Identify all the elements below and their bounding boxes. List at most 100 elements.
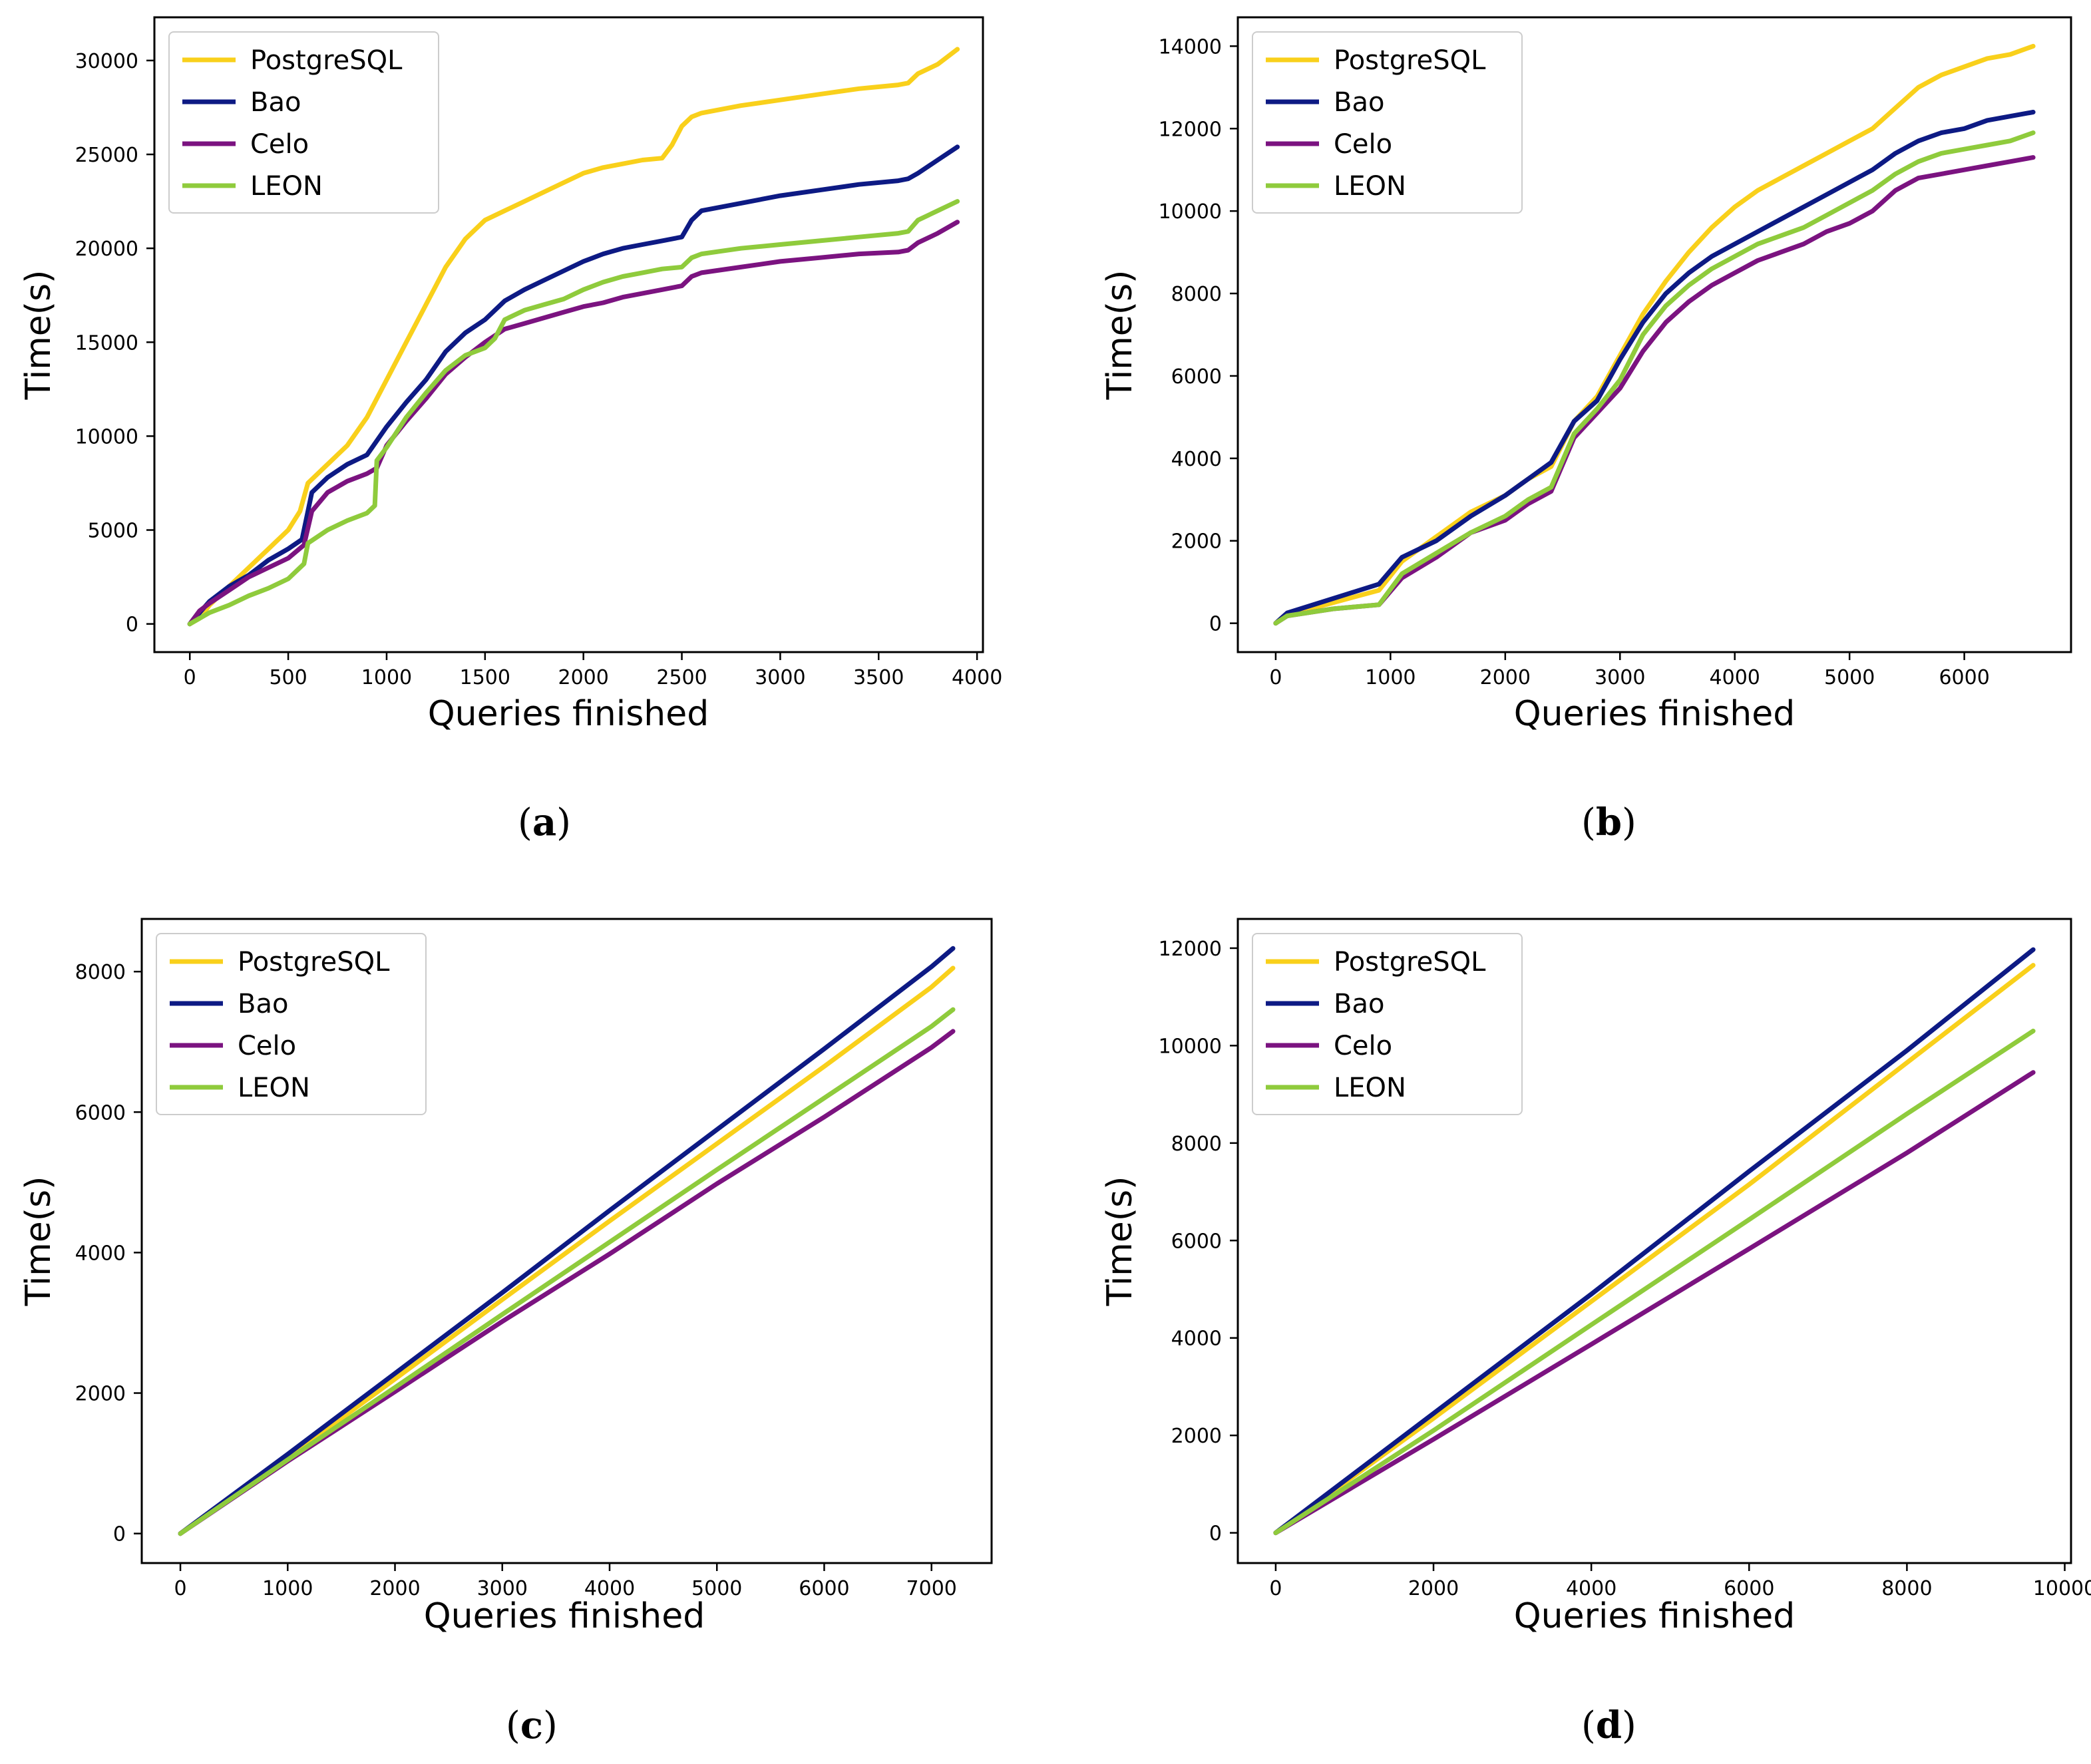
x-tick-label: 3000: [1595, 666, 1645, 689]
y-axis-b: 0 2000 4000 6000 8000 10000 12000 14000: [1159, 35, 1238, 636]
x-tick-label: 1000: [262, 1577, 313, 1600]
series-line-postgresql: [1273, 963, 2036, 1536]
chart-panel-b: 0 1000 2000 3000 4000 5000 6000 0 2000 4000 6000 8…: [1100, 16, 2072, 844]
y-tick-label: 12000: [1159, 118, 1222, 141]
x-axis-a: 0 500 1000 1500 2000 2500 3000 3500 4000: [184, 652, 1002, 689]
caption-letter-d: d: [1596, 1703, 1622, 1747]
x-tick-label: 7000: [906, 1577, 957, 1600]
x-tick-label: 6000: [1724, 1577, 1774, 1600]
legend-label-bao: Bao: [1334, 989, 1384, 1019]
x-tick-label: 1000: [1365, 666, 1416, 689]
x-tick-label: 4000: [1710, 666, 1760, 689]
x-axis-b: 0 1000 2000 3000 4000 5000 6000: [1269, 652, 1990, 689]
y-tick-label: 4000: [75, 1242, 126, 1265]
legend-label-postgresql: PostgreSQL: [1334, 45, 1486, 76]
chart-panel-a: 0 500 1000 1500 2000 2500 3000 3500 4000 0 5000 10…: [19, 16, 1002, 844]
caption-b: (b): [1581, 800, 1636, 844]
series-line-celo: [1273, 1070, 2036, 1536]
y-tick-label: 10000: [75, 425, 138, 448]
y-tick-label: 10000: [1159, 1035, 1222, 1058]
caption-c: (c): [506, 1703, 558, 1747]
y-axis-a: 0 5000 10000 15000 20000 25000 30000: [75, 50, 154, 637]
x-tick-label: 5000: [1824, 666, 1875, 689]
legend-label-bao: Bao: [1334, 87, 1384, 118]
x-tick-label: 10000: [2033, 1577, 2091, 1600]
series-line-leon: [187, 199, 960, 627]
x-axis-title-a: Queries finished: [428, 694, 709, 734]
series-lines-a: [187, 47, 960, 627]
series-line-bao: [1273, 947, 2036, 1536]
x-tick-label: 4000: [584, 1577, 635, 1600]
x-tick-label: 5000: [691, 1577, 742, 1600]
series-lines-b: [1273, 43, 2036, 626]
x-axis-title-c: Queries finished: [424, 1596, 705, 1636]
x-tick-label: 2000: [1408, 1577, 1459, 1600]
legend-d: PostgreSQL Bao Celo LEON: [1252, 933, 1523, 1115]
legend-label-celo: Celo: [250, 129, 309, 160]
legend-label-postgresql: PostgreSQL: [1334, 947, 1486, 977]
x-tick-label: 500: [269, 666, 307, 689]
caption-letter-b: b: [1596, 800, 1622, 844]
series-line-leon: [178, 1007, 956, 1536]
x-tick-label: 2500: [656, 666, 707, 689]
legend-b: PostgreSQL Bao Celo LEON: [1252, 31, 1523, 214]
y-tick-label: 10000: [1159, 200, 1222, 224]
x-tick-label: 1000: [361, 666, 412, 689]
x-tick-label: 8000: [1881, 1577, 1932, 1600]
series-line-bao: [1273, 110, 2036, 626]
legend-label-leon: LEON: [238, 1073, 310, 1103]
legend-c: PostgreSQL Bao Celo LEON: [156, 933, 427, 1115]
y-tick-label: 0: [1209, 1522, 1222, 1546]
x-tick-label: 0: [1269, 666, 1282, 689]
x-tick-label: 2000: [369, 1577, 420, 1600]
legend-box: [1252, 933, 1523, 1115]
x-axis-title-d: Queries finished: [1514, 1596, 1796, 1636]
x-axis-c: 0 1000 2000 3000 4000 5000 6000 7000: [174, 1563, 957, 1600]
caption-letter-c: c: [520, 1703, 543, 1747]
legend-label-celo: Celo: [238, 1031, 296, 1061]
legend-label-leon: LEON: [250, 171, 323, 202]
x-tick-label: 0: [184, 666, 196, 689]
y-tick-label: 20000: [75, 238, 138, 261]
y-tick-label: 8000: [75, 961, 126, 984]
x-tick-label: 6000: [1939, 666, 1989, 689]
legend-label-leon: LEON: [1334, 171, 1406, 202]
y-tick-label: 30000: [75, 50, 138, 73]
y-axis-title-a: Time(s): [19, 270, 59, 401]
y-axis-title-b: Time(s): [1100, 270, 1140, 401]
y-tick-label: 12000: [1159, 938, 1222, 961]
series-line-leon: [1273, 1028, 2036, 1536]
x-tick-label: 6000: [799, 1577, 849, 1600]
chart-panel-c: 0 1000 2000 3000 4000 5000 6000 7000 0 2000 4000 6…: [19, 918, 993, 1747]
x-tick-label: 4000: [1566, 1577, 1616, 1600]
y-tick-label: 2000: [1171, 530, 1222, 554]
series-line-bao: [178, 946, 956, 1536]
series-line-leon: [1273, 130, 2036, 626]
y-tick-label: 8000: [1171, 283, 1222, 306]
series-line-bao: [187, 144, 960, 627]
y-axis-title-c: Time(s): [19, 1176, 59, 1307]
caption-a: (a): [518, 800, 571, 844]
y-tick-label: 6000: [1171, 1230, 1222, 1253]
legend-label-bao: Bao: [238, 989, 288, 1019]
legend-box: [156, 933, 427, 1115]
legend-a: PostgreSQL Bao Celo LEON: [168, 31, 439, 214]
y-tick-label: 25000: [75, 144, 138, 167]
legend-label-bao: Bao: [250, 87, 301, 118]
legend-label-leon: LEON: [1334, 1073, 1406, 1103]
y-axis-c: 0 2000 4000 6000 8000: [75, 961, 142, 1546]
y-tick-label: 8000: [1171, 1133, 1222, 1156]
legend-box: [168, 31, 439, 214]
x-tick-label: 0: [174, 1577, 186, 1600]
y-tick-label: 0: [126, 614, 138, 637]
legend-label-postgresql: PostgreSQL: [238, 947, 390, 977]
y-tick-label: 15000: [75, 331, 138, 355]
plot-area-a: [153, 16, 984, 653]
legend-label-postgresql: PostgreSQL: [250, 45, 403, 76]
y-tick-label: 0: [113, 1523, 126, 1546]
y-tick-label: 4000: [1171, 1327, 1222, 1351]
y-tick-label: 0: [1209, 613, 1222, 636]
series-line-celo: [187, 220, 960, 627]
